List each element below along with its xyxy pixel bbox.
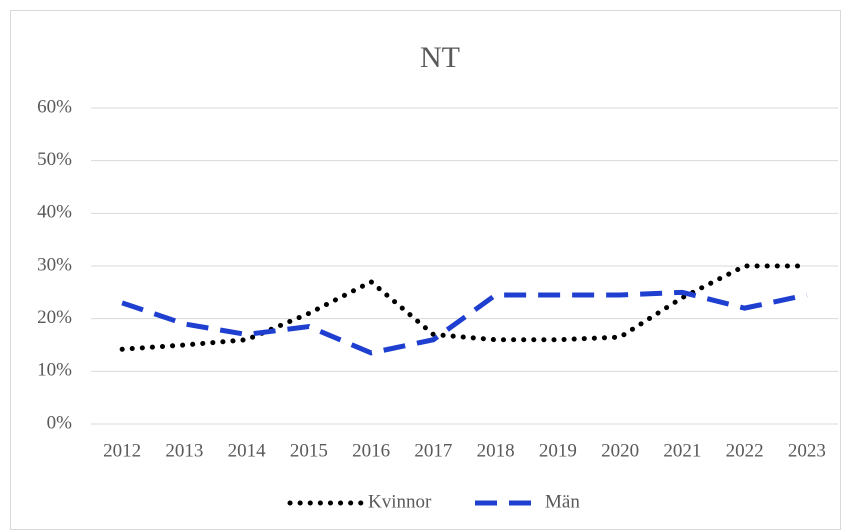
- x-tick-label: 2019: [539, 440, 577, 461]
- series-line: [121, 289, 808, 356]
- x-tick-label: 2020: [601, 440, 639, 461]
- y-tick-label: 0%: [47, 412, 73, 433]
- x-tick-label: 2014: [228, 440, 267, 461]
- y-tick-label: 40%: [37, 202, 72, 223]
- legend-label: Män: [545, 491, 580, 512]
- x-tick-label: 2022: [726, 440, 764, 461]
- x-tick-label: 2013: [165, 440, 203, 461]
- chart-title: NT: [420, 41, 460, 74]
- y-tick-label: 10%: [37, 360, 72, 381]
- y-tick-label: 50%: [37, 149, 72, 170]
- x-tick-label: 2012: [103, 440, 141, 461]
- x-tick-label: 2023: [788, 440, 826, 461]
- x-tick-label: 2015: [290, 440, 328, 461]
- x-tick-label: 2017: [414, 440, 452, 461]
- y-tick-label: 60%: [37, 96, 72, 117]
- x-tick-label: 2021: [663, 440, 701, 461]
- x-tick-label: 2018: [477, 440, 515, 461]
- y-tick-label: 20%: [37, 307, 72, 328]
- series-line: [119, 263, 810, 352]
- x-tick-label: 2016: [352, 440, 390, 461]
- legend-label: Kvinnor: [368, 491, 432, 512]
- y-tick-label: 30%: [37, 254, 72, 275]
- chart-border: [10, 10, 841, 530]
